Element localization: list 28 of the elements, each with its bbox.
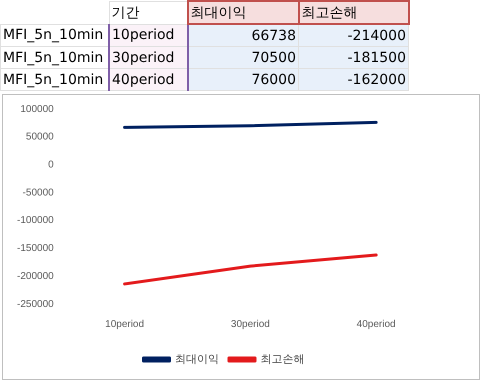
text: 76000 — [188, 68, 298, 90]
y-tick-label: -100000 — [16, 215, 54, 226]
text: 66738 — [188, 24, 298, 46]
y-tick-label: 100000 — [20, 104, 54, 115]
text: MFI_5n_10min — [0, 68, 109, 90]
y-tick-label: -250000 — [16, 298, 54, 310]
x-tick-label: 10period — [105, 318, 144, 330]
y-tick-label: -50000 — [22, 187, 54, 198]
y-tick-label: 0 — [48, 159, 54, 170]
text: MFI_5n_10min — [0, 46, 109, 68]
legend-label: 최고손해 — [260, 354, 304, 366]
text: 최대이익 — [188, 1, 298, 24]
text: 최고손해 — [298, 1, 408, 24]
y-tick-label: -150000 — [16, 243, 54, 254]
text: -214000 — [298, 24, 408, 46]
x-tick-label: 40period — [356, 318, 396, 330]
x-tick-label: 30period — [230, 318, 270, 330]
text: 40period — [109, 68, 188, 90]
text: -181500 — [298, 46, 408, 68]
y-tick-label: -200000 — [16, 270, 54, 282]
text: 10period — [109, 24, 188, 46]
text: 기간 — [109, 1, 188, 24]
text: 30period — [109, 46, 188, 68]
y-tick-label: 50000 — [26, 132, 54, 143]
text: MFI_5n_10min — [0, 24, 109, 46]
text: 70500 — [188, 46, 298, 68]
text: -162000 — [298, 68, 408, 90]
legend-label: 최대이익 — [175, 354, 219, 366]
